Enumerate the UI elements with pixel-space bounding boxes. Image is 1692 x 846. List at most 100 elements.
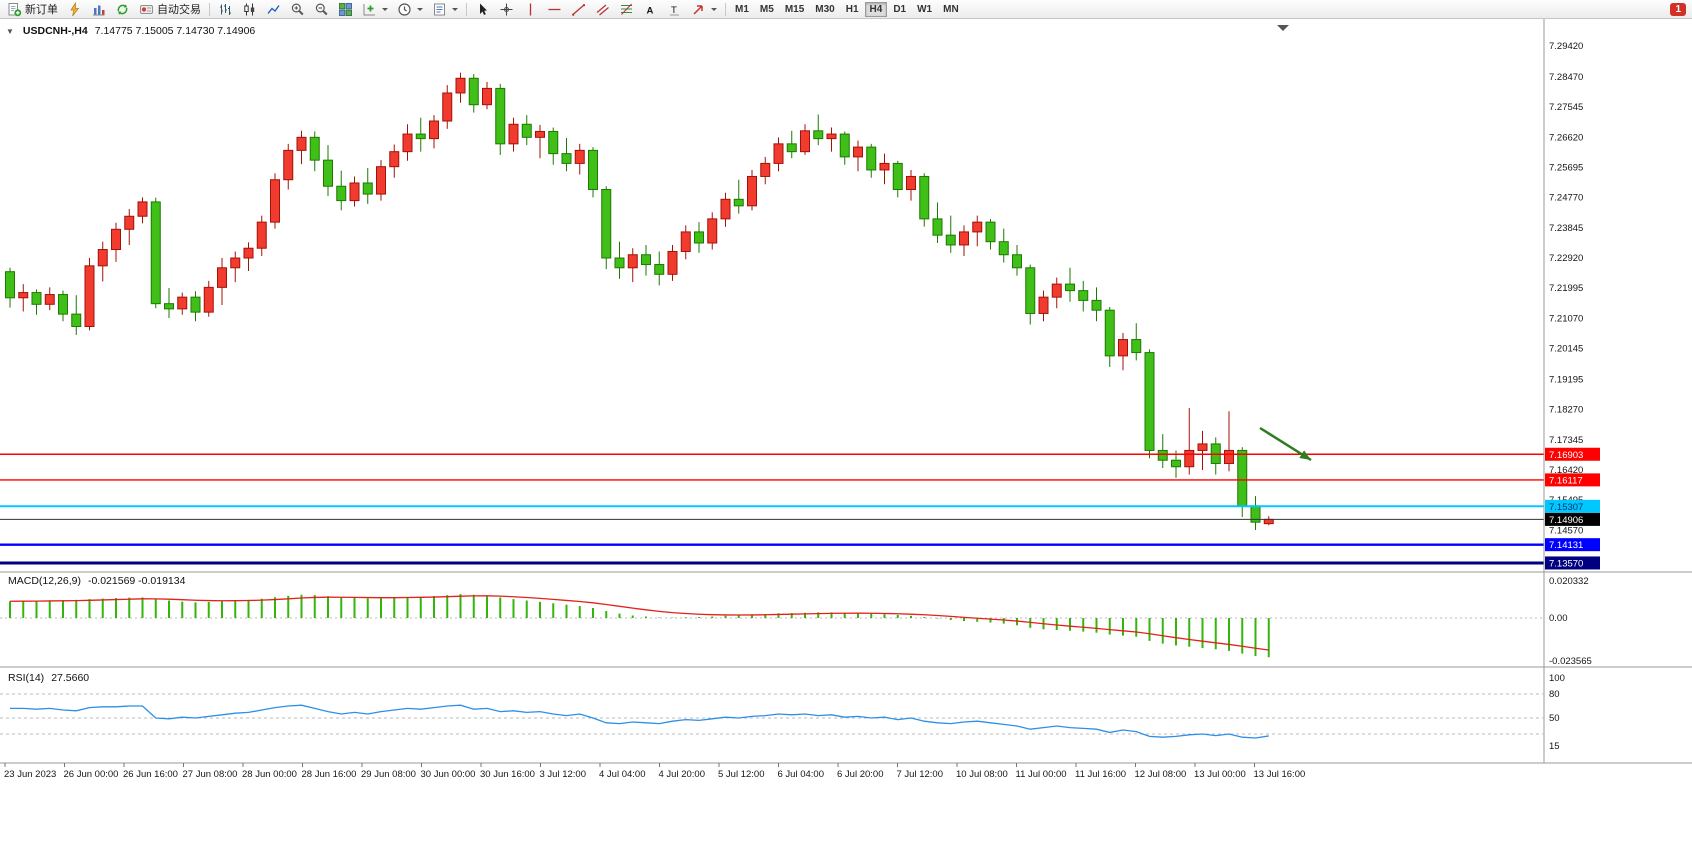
svg-text:A: A [647,5,654,16]
fibonacci-tool-button[interactable] [615,1,638,18]
trendline-tool-button[interactable] [567,1,590,18]
text-icon: A [647,5,654,16]
indicators-button[interactable] [358,1,392,18]
autotrading-button[interactable]: 自动交易 [135,1,205,18]
notification-badge[interactable]: 1 [1670,2,1686,16]
svg-text:11 Jul 16:00: 11 Jul 16:00 [1075,769,1126,780]
svg-text:15: 15 [1549,741,1560,752]
svg-text:10 Jul 08:00: 10 Jul 08:00 [956,769,1008,780]
svg-text:7.25695: 7.25695 [1549,162,1583,173]
tile-windows-icon [339,2,352,16]
price-tag-7.14131 [1545,538,1600,552]
macd-signal-line [9,595,1269,651]
svg-text:7.27545: 7.27545 [1549,102,1583,113]
templates-button[interactable] [428,1,462,18]
periods-button[interactable] [393,1,427,18]
toolbar-separator [725,2,726,16]
bar-chart-icon [220,3,231,15]
svg-text:7.20145: 7.20145 [1549,344,1583,355]
svg-text:7.28470: 7.28470 [1549,72,1583,83]
price-tag-7.15307 [1545,499,1600,513]
svg-text:7.17345: 7.17345 [1549,435,1583,446]
timeframe-button-h4[interactable]: H4 [864,1,888,17]
new-order-label: 新订单 [25,4,58,16]
svg-text:7.22920: 7.22920 [1549,253,1583,264]
timeframe-button-m30[interactable]: M30 [815,3,835,15]
time-axis[interactable]: 23 Jun 2023 26 Jun 00:00 26 Jun 16:00 27 Ju… [4,763,1305,780]
svg-text:27 Jun 08:00: 27 Jun 08:00 [183,769,238,780]
macd-indicator-label[interactable]: MACD(12,26,9) -0.021569 -0.019134 [8,575,185,587]
svg-text:26 Jun 00:00: 26 Jun 00:00 [64,769,119,780]
svg-text:4 Jul 04:00: 4 Jul 04:00 [599,769,645,780]
candlestick-mode-button[interactable] [238,1,261,18]
label-tool-button[interactable]: T [663,1,686,18]
cursor-icon [480,3,487,15]
svg-text:7.16117: 7.16117 [1549,475,1583,486]
new-order-button[interactable]: 新订单 [3,1,62,18]
timeframe-button-w1[interactable]: W1 [917,3,933,15]
trendline-icon [572,3,585,16]
line-chart-icon [267,4,280,14]
timeframe-button-m5[interactable]: M5 [759,3,774,15]
chart-canvas[interactable]: 7.29420 7.28470 7.27545 7.26620 7.25695 7.247… [0,19,1692,846]
svg-text:7.19195: 7.19195 [1549,374,1583,385]
svg-text:7 Jul 12:00: 7 Jul 12:00 [897,769,943,780]
price-axis[interactable]: 7.29420 7.28470 7.27545 7.26620 7.25695 7.247… [1545,41,1600,570]
collapse-panel-icon[interactable]: ▼ [6,26,14,36]
svg-text:7.24770: 7.24770 [1549,193,1583,204]
svg-text:6 Jul 20:00: 6 Jul 20:00 [837,769,883,780]
svg-text:5 Jul 12:00: 5 Jul 12:00 [718,769,764,780]
macd-panel[interactable]: 0.020332 0.00 -0.023565 [0,576,1592,667]
rsi-panel[interactable]: 100 80 50 15 [0,673,1565,752]
svg-text:7.14131: 7.14131 [1549,540,1583,551]
timeframe-button-h1[interactable]: H1 [845,3,859,15]
svg-text:7.21070: 7.21070 [1549,313,1583,324]
svg-text:30 Jun 16:00: 30 Jun 16:00 [480,769,535,780]
template-icon [434,3,445,15]
price-tag-7.14906 [1545,512,1600,526]
svg-text:28 Jun 16:00: 28 Jun 16:00 [302,769,357,780]
chart-window[interactable]: 7.29420 7.28470 7.27545 7.26620 7.25695 7.247… [0,19,1692,846]
line-chart-mode-button[interactable] [262,1,285,18]
arrow-annotation[interactable] [1259,426,1313,464]
rsi-indicator-name: RSI(14) [8,672,45,684]
market-watch-button[interactable] [87,1,110,18]
timeframe-button-m15[interactable]: M15 [784,3,805,15]
vertical-line-icon [529,3,532,15]
price-tag-7.16903 [1545,447,1600,461]
svg-text:7.14906: 7.14906 [1549,515,1583,526]
macd-indicator-values: -0.021569 -0.019134 [87,575,186,587]
metaeditor-button[interactable] [63,1,86,18]
svg-text:80: 80 [1549,689,1560,700]
cursor-button[interactable] [471,1,494,18]
timeframe-button-d1[interactable]: D1 [893,3,907,15]
svg-text:7.26620: 7.26620 [1549,132,1583,143]
svg-text:23 Jun 2023: 23 Jun 2023 [4,769,56,780]
svg-text:28 Jun 00:00: 28 Jun 00:00 [242,769,297,780]
horizontal-line-tool-button[interactable] [543,1,566,18]
zoom-out-button[interactable] [310,1,333,18]
toolbar-separator [209,2,210,16]
lightning-icon [70,1,80,16]
price-tag-7.16117 [1545,473,1600,487]
vertical-line-tool-button[interactable] [519,1,542,18]
rsi-indicator-label[interactable]: RSI(14) 27.5660 [8,672,89,684]
label-icon: T [670,5,679,16]
text-tool-button[interactable]: A [639,1,662,18]
strategy-tester-button[interactable] [111,1,134,18]
svg-text:12 Jul 08:00: 12 Jul 08:00 [1135,769,1187,780]
timeframe-button-m1[interactable]: M1 [735,3,749,15]
bar-chart-mode-button[interactable] [214,1,237,18]
tile-windows-button[interactable] [334,1,357,18]
svg-text:7.29420: 7.29420 [1549,41,1583,52]
zoom-in-button[interactable] [286,1,309,18]
timeframe-button-mn[interactable]: MN [943,3,959,15]
svg-text:29 Jun 08:00: 29 Jun 08:00 [361,769,416,780]
svg-text:-0.023565: -0.023565 [1549,656,1592,667]
channel-tool-button[interactable] [591,1,614,18]
rsi-line [10,704,1269,739]
svg-text:7.15307: 7.15307 [1549,502,1583,513]
arrows-tool-button[interactable] [687,1,721,18]
crosshair-button[interactable] [495,1,518,18]
chart-columns-icon [93,5,105,15]
